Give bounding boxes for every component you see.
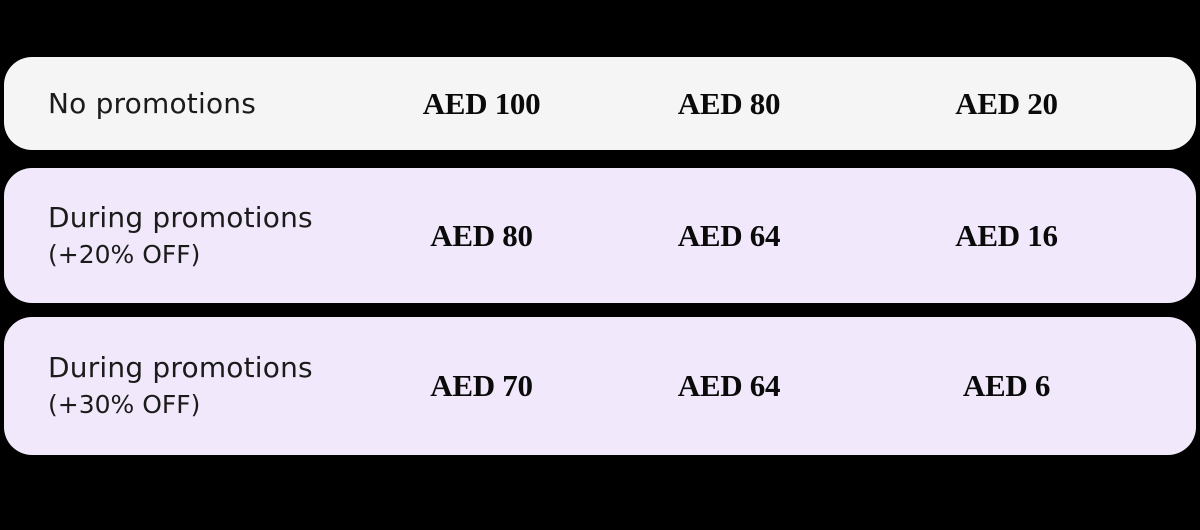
- row-label: During promotions: [48, 200, 313, 234]
- promotions-pricing-table: No promotions AED 100 AED 80 AED 20 Duri…: [0, 57, 1200, 530]
- table-row-no-promotions: No promotions AED 100 AED 80 AED 20: [4, 57, 1196, 150]
- row-label-cell: No promotions: [4, 85, 359, 123]
- row-value-3: AED 20: [955, 85, 1058, 121]
- row-label: No promotions: [48, 86, 257, 120]
- table-row-promo-20: During promotions (+20% OFF) AED 80 AED …: [4, 168, 1196, 303]
- row-value-2: AED 64: [677, 217, 781, 253]
- row-value-1: AED 70: [430, 368, 533, 403]
- row-sublabel: (+30% OFF): [48, 390, 201, 419]
- row-value-3: AED 6: [962, 368, 1051, 403]
- row-value-1: AED 80: [430, 217, 533, 253]
- row-label: During promotions: [48, 351, 313, 384]
- row-label-cell: During promotions (+20% OFF): [4, 199, 359, 273]
- row-sublabel: (+20% OFF): [48, 239, 201, 269]
- row-value-2: AED 80: [677, 85, 781, 121]
- row-value-3: AED 16: [955, 217, 1058, 253]
- row-value-2: AED 64: [677, 368, 781, 403]
- row-label-cell: During promotions (+30% OFF): [4, 349, 359, 423]
- row-value-1: AED 100: [422, 85, 541, 121]
- table-row-promo-30: During promotions (+30% OFF) AED 70 AED …: [4, 317, 1196, 455]
